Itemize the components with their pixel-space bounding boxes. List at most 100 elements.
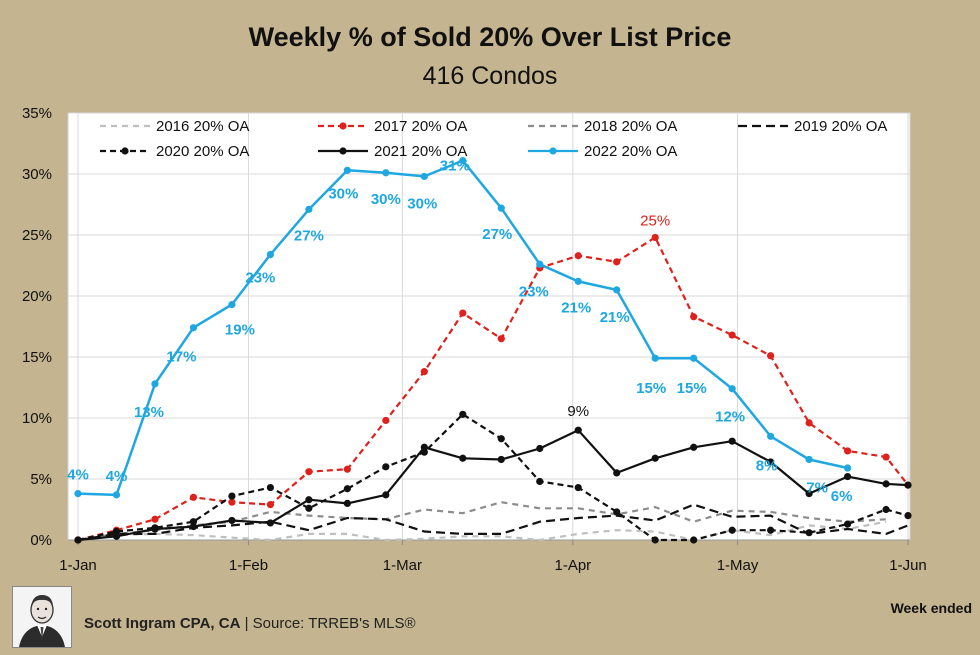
data-label-2022: 23%: [519, 283, 549, 300]
data-label-2022: 21%: [600, 309, 630, 326]
y-tick-label: 35%: [22, 105, 52, 122]
data-point-2017: [767, 352, 775, 360]
data-point-2022: [651, 354, 659, 362]
data-point-2020: [651, 536, 659, 544]
x-tick-label: 1-Feb: [229, 557, 268, 574]
data-point-2022: [151, 380, 159, 388]
series-layer: [74, 156, 912, 544]
credit-separator: |: [244, 615, 249, 632]
series-line-2016: [77, 520, 887, 542]
data-label-2017: 25%: [640, 212, 670, 229]
data-point-2022: [843, 464, 852, 472]
data-point-2017: [805, 419, 813, 427]
data-point-2017: [382, 416, 390, 425]
data-point-2021: [74, 536, 82, 544]
data-point-2021: [690, 443, 698, 451]
data-point-2022: [690, 354, 698, 362]
data-point-2021: [882, 480, 890, 488]
data-point-2022: [613, 286, 621, 294]
x-axis: 1-Jan 1-Feb 1-Mar 1-Apr 1-May 1-Jun: [59, 557, 927, 574]
data-point-2021: [613, 469, 621, 477]
data-point-2021: [459, 454, 467, 462]
y-tick-label: 0%: [30, 532, 52, 549]
legend-label: 2021 20% OA: [374, 143, 467, 160]
chart: Weekly % of Sold 20% Over List Price 416…: [22, 22, 927, 574]
credit-line: Scott Ingram CPA, CA | Source: TRREB's M…: [84, 615, 416, 632]
data-label-2022: 4%: [106, 468, 128, 485]
data-point-2017: [151, 515, 159, 523]
y-axis: 0% 5% 10% 15% 20% 25% 30% 35%: [22, 105, 52, 549]
legend-label: 2020 20% OA: [156, 143, 249, 160]
data-point-2022: [459, 156, 467, 165]
y-tick-label: 5%: [30, 471, 52, 488]
data-point-2017: [651, 233, 659, 242]
data-point-2021: [305, 496, 313, 504]
data-point-2021: [536, 444, 544, 453]
legend-marker: [339, 147, 347, 155]
legend-label: 2017 20% OA: [374, 118, 467, 135]
author-avatar: [12, 586, 72, 648]
data-point-2021: [266, 519, 274, 527]
data-point-2017: [690, 313, 698, 321]
chart-title: Weekly % of Sold 20% Over List Price: [249, 22, 732, 52]
data-point-2020: [343, 485, 351, 493]
data-label-2022: 8%: [756, 457, 778, 474]
y-tick-label: 25%: [22, 227, 52, 244]
data-point-2022: [767, 432, 775, 440]
data-point-2021: [728, 437, 736, 445]
data-point-2020: [266, 483, 274, 492]
data-point-2017: [613, 258, 621, 266]
y-tick-label: 15%: [22, 349, 52, 366]
legend: 2016 20% OA 2017 20% OA 2018 20% OA 2019 20…: [100, 118, 887, 160]
y-tick-label: 10%: [22, 410, 52, 427]
data-label-2022: 27%: [482, 226, 512, 243]
data-point-2022: [112, 491, 121, 499]
data-point-2020: [459, 410, 467, 418]
data-label-2022: 12%: [715, 409, 745, 426]
data-label-2022: 19%: [225, 322, 255, 339]
data-label-2022: 30%: [328, 185, 358, 202]
data-point-2020: [536, 477, 544, 486]
data-point-2020: [228, 492, 236, 500]
data-point-2020: [728, 526, 736, 534]
y-tick-label: 20%: [22, 288, 52, 305]
data-point-2021: [420, 443, 428, 451]
series-line-2019: [77, 503, 909, 542]
legend-label: 2018 20% OA: [584, 118, 677, 135]
x-tick-label: 1-Jun: [889, 557, 927, 574]
data-label-2022: 7%: [806, 479, 828, 496]
data-point-2017: [728, 331, 736, 339]
data-point-2022: [74, 490, 82, 498]
data-point-2022: [343, 166, 351, 174]
footer: Scott Ingram CPA, CA | Source: TRREB's M…: [0, 582, 980, 655]
data-point-2022: [805, 455, 813, 464]
data-point-2021: [343, 499, 351, 507]
x-tick-label: 1-Apr: [555, 557, 592, 574]
data-point-2021: [805, 490, 813, 498]
data-label-2022: 6%: [831, 488, 853, 505]
data-point-2017: [420, 368, 428, 376]
data-point-2020: [882, 505, 890, 514]
data-point-2017: [843, 447, 852, 455]
data-labels: 4% 4% 13% 17% 19% 23% 27% 30% 30% 30% 31% 27% 23% 21%…: [67, 158, 852, 505]
data-label-2022: 15%: [636, 380, 666, 397]
data-point-2022: [728, 385, 736, 393]
data-point-2017: [266, 501, 274, 509]
data-point-2021: [189, 522, 198, 531]
data-label-2022: 17%: [166, 349, 196, 366]
author-name: Scott Ingram CPA, CA: [84, 615, 241, 632]
legend-marker: [549, 147, 557, 155]
data-label-2022: 4%: [67, 467, 89, 484]
data-label-2022: 30%: [407, 195, 437, 212]
chart-subtitle: 416 Condos: [423, 62, 558, 90]
data-point-2022: [266, 250, 274, 259]
data-point-2022: [228, 300, 236, 309]
data-point-2017: [343, 465, 351, 473]
data-point-2020: [843, 520, 852, 528]
data-point-2017: [459, 309, 467, 317]
data-point-2017: [189, 493, 198, 501]
data-point-2017: [574, 252, 582, 260]
legend-label: 2022 20% OA: [584, 143, 677, 160]
x-tick-label: 1-Mar: [383, 557, 422, 574]
gridlines: [68, 112, 910, 545]
